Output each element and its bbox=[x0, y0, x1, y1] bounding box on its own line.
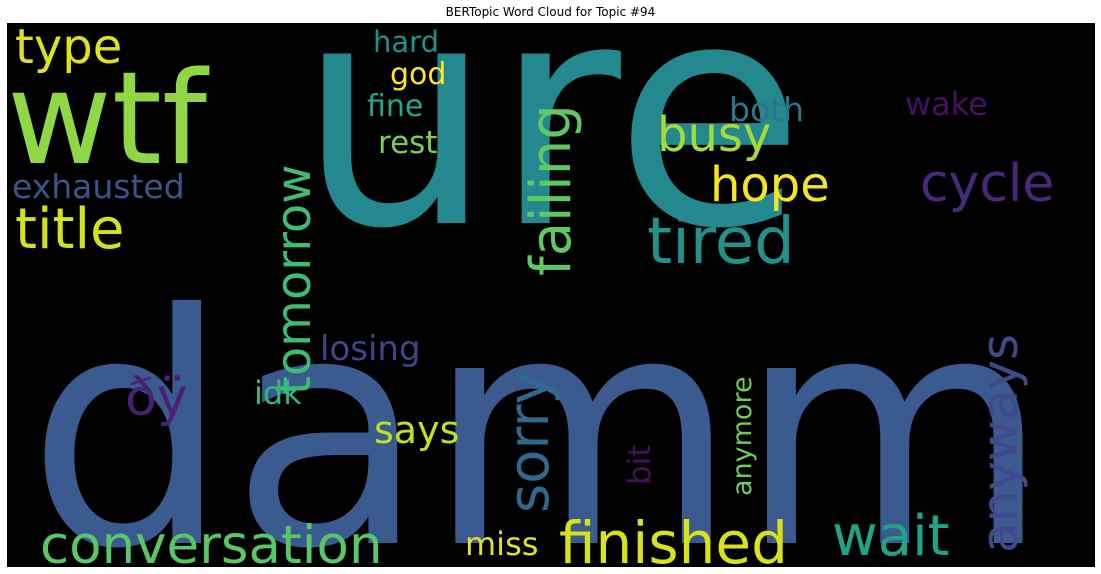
word-17: tired bbox=[647, 205, 795, 279]
word-6: tomorrow bbox=[266, 164, 322, 395]
word-12: busy bbox=[657, 107, 771, 163]
word-2: wtf bbox=[7, 45, 210, 194]
word-15: wake bbox=[905, 85, 988, 123]
word-9: god bbox=[390, 57, 446, 92]
word-27: conversation bbox=[40, 515, 383, 567]
word-24: anymore bbox=[727, 376, 758, 496]
word-3: type bbox=[15, 23, 122, 75]
word-16: cycle bbox=[920, 154, 1054, 214]
word-23: anyways bbox=[971, 334, 1029, 553]
word-25: bit bbox=[622, 445, 658, 485]
word-29: wait bbox=[832, 504, 950, 567]
word-0: ure bbox=[297, 23, 805, 297]
word-21: says bbox=[374, 408, 459, 452]
word-5: exhausted bbox=[12, 167, 185, 206]
word-18: losing bbox=[320, 329, 421, 369]
word-1: damm bbox=[27, 247, 1050, 567]
word-13: hope bbox=[710, 157, 830, 213]
word-10: fine bbox=[367, 89, 423, 124]
cloud-background bbox=[7, 23, 1095, 567]
word-14: both bbox=[729, 90, 804, 129]
word-11: rest bbox=[378, 125, 437, 161]
chart-title: BERTopic Word Cloud for Topic #94 bbox=[445, 5, 656, 19]
word-20: idk bbox=[254, 374, 302, 412]
word-7: failing bbox=[519, 104, 584, 276]
word-22: sorry bbox=[497, 371, 562, 513]
word-cloud: ure damm wtf type title exhausted tomorrow fail… bbox=[7, 23, 1095, 567]
word-28: finished bbox=[559, 509, 788, 567]
word-8: hard bbox=[373, 25, 439, 59]
word-19: ðÿ bbox=[125, 368, 188, 428]
word-4: title bbox=[15, 197, 124, 262]
word-26: miss bbox=[465, 525, 538, 563]
